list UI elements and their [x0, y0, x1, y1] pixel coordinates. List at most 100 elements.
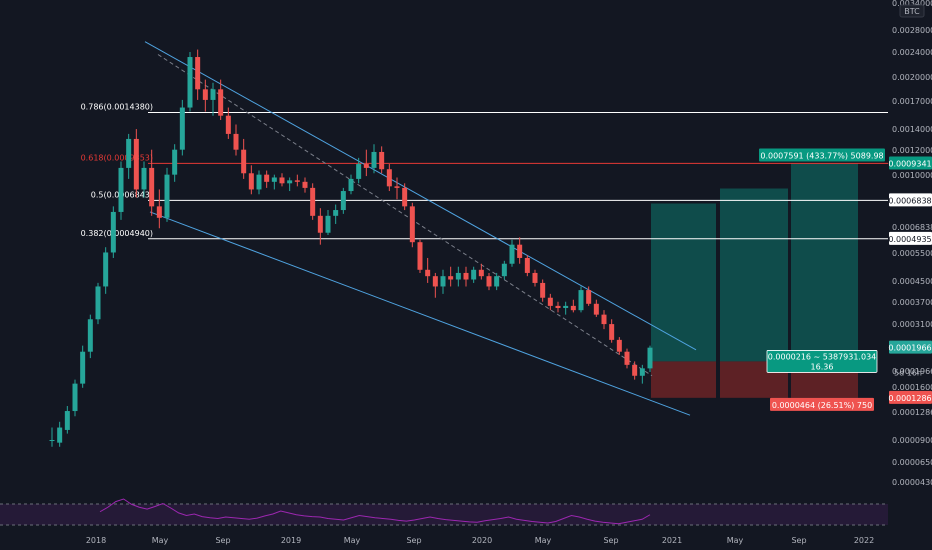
- candle-body: [225, 115, 231, 134]
- candle-body: [593, 303, 599, 315]
- time-tick: May: [727, 536, 744, 545]
- price-tick: 0.0005500: [892, 249, 932, 258]
- price-tag-text: 0.0001286: [888, 394, 931, 403]
- time-tick: May: [535, 536, 552, 545]
- candle-body: [164, 174, 170, 218]
- rsi-band: [0, 504, 888, 525]
- candle-body: [64, 411, 70, 430]
- price-tick: 0.0001286: [892, 408, 932, 417]
- candle-body: [256, 174, 262, 190]
- price-tick: 0.0000650: [892, 458, 932, 467]
- candle-body: [57, 427, 63, 443]
- target-zone: [791, 163, 858, 362]
- candle-body: [478, 269, 484, 277]
- time-tick: 2021: [662, 536, 682, 545]
- candle-body: [425, 269, 431, 277]
- price-tick: 0.0001600: [892, 383, 932, 392]
- candle-body: [616, 339, 622, 352]
- candle-body: [379, 151, 385, 170]
- price-tick: 0.0006838: [892, 223, 932, 232]
- price-tag: [889, 390, 932, 404]
- time-tick: Sep: [603, 536, 618, 545]
- candle-body: [218, 89, 224, 116]
- candle-body: [103, 252, 109, 287]
- price-tag: [889, 340, 932, 354]
- fib-label: 0.382(0.0004940): [81, 229, 153, 238]
- time-tick: May: [152, 536, 169, 545]
- candle-body: [248, 173, 254, 190]
- candle-body: [417, 242, 423, 270]
- candle-body: [333, 210, 339, 216]
- price-tick: 0.0034000: [892, 0, 932, 8]
- candle-body: [310, 187, 316, 216]
- countdown-label: 5d 16h: [894, 368, 922, 377]
- candle-body: [448, 276, 454, 280]
- candle-body: [455, 272, 461, 280]
- candle-body: [463, 272, 469, 280]
- candle-body: [394, 186, 400, 188]
- candle-body: [532, 272, 538, 283]
- price-tag: [889, 193, 932, 207]
- time-axis[interactable]: 2018 May Sep 2019 May Sep 2020 May Sep 2021 May Sep…: [86, 536, 874, 545]
- price-tick: 0.0003700: [892, 298, 932, 307]
- price-tick: 0.0020000: [892, 73, 932, 82]
- time-tick: 2018: [86, 536, 106, 545]
- candle-body: [578, 290, 584, 311]
- price-tick: 0.0001966: [892, 367, 932, 376]
- price-axis-bg: [888, 0, 932, 530]
- currency-badge: BTC: [899, 4, 925, 18]
- candle-body: [87, 319, 93, 352]
- candle-body: [302, 181, 308, 188]
- price-tag-text: 0.0006838: [888, 196, 931, 205]
- candle-body: [409, 206, 415, 243]
- rsi-line: [99, 498, 651, 525]
- candle-body: [348, 178, 354, 192]
- candle-body: [118, 167, 124, 212]
- candle-body: [524, 257, 530, 273]
- candle-body: [639, 368, 645, 376]
- candle-body: [386, 169, 392, 187]
- candle-body: [49, 440, 55, 441]
- candle-body: [440, 276, 446, 287]
- candle-body: [356, 164, 362, 179]
- candle-body: [509, 244, 515, 264]
- rsi-panel: 80.00: [0, 494, 915, 526]
- candle-body: [501, 263, 507, 277]
- price-tag-text: 0.0009341: [888, 160, 931, 169]
- currency-label: BTC: [904, 7, 920, 16]
- candle-body: [156, 206, 162, 218]
- time-tick: 2020: [472, 536, 492, 545]
- target-zone: [651, 203, 716, 362]
- candle-body: [287, 180, 293, 184]
- candle-body: [172, 149, 178, 175]
- candle-body: [271, 177, 277, 182]
- time-tick: May: [344, 536, 361, 545]
- candle-body: [95, 286, 101, 320]
- candle-body: [233, 133, 239, 150]
- candle-body: [471, 269, 477, 280]
- candle-body: [317, 215, 323, 233]
- time-tick: Sep: [215, 536, 230, 545]
- time-tick: 2019: [281, 536, 301, 545]
- trendline: [149, 211, 691, 416]
- candle-body: [632, 364, 638, 376]
- candle-body: [547, 297, 553, 306]
- trendline: [144, 41, 697, 351]
- candle-body: [325, 215, 331, 233]
- candle-body: [601, 314, 607, 325]
- candle-body: [494, 276, 500, 287]
- position-center-box: [766, 350, 878, 373]
- time-tick: Sep: [791, 536, 806, 545]
- trendline: [157, 54, 653, 377]
- position-center-line2: 16.36: [811, 362, 834, 371]
- candle-body: [563, 305, 569, 309]
- candle-body: [279, 177, 285, 184]
- position-center-line1: 0.0000216 ~ 5387931.034: [768, 352, 877, 361]
- price-labels: 0.0009341 0.0006838 0.0004935 0.0001966 0.00…: [759, 148, 932, 411]
- price-tag: [889, 231, 932, 245]
- candle-body: [133, 138, 139, 190]
- candle-body: [141, 167, 147, 190]
- price-axis[interactable]: 0.0034000 0.0028000 0.0024000 0.0020000 0.00…: [888, 0, 932, 530]
- candle-body: [126, 138, 132, 168]
